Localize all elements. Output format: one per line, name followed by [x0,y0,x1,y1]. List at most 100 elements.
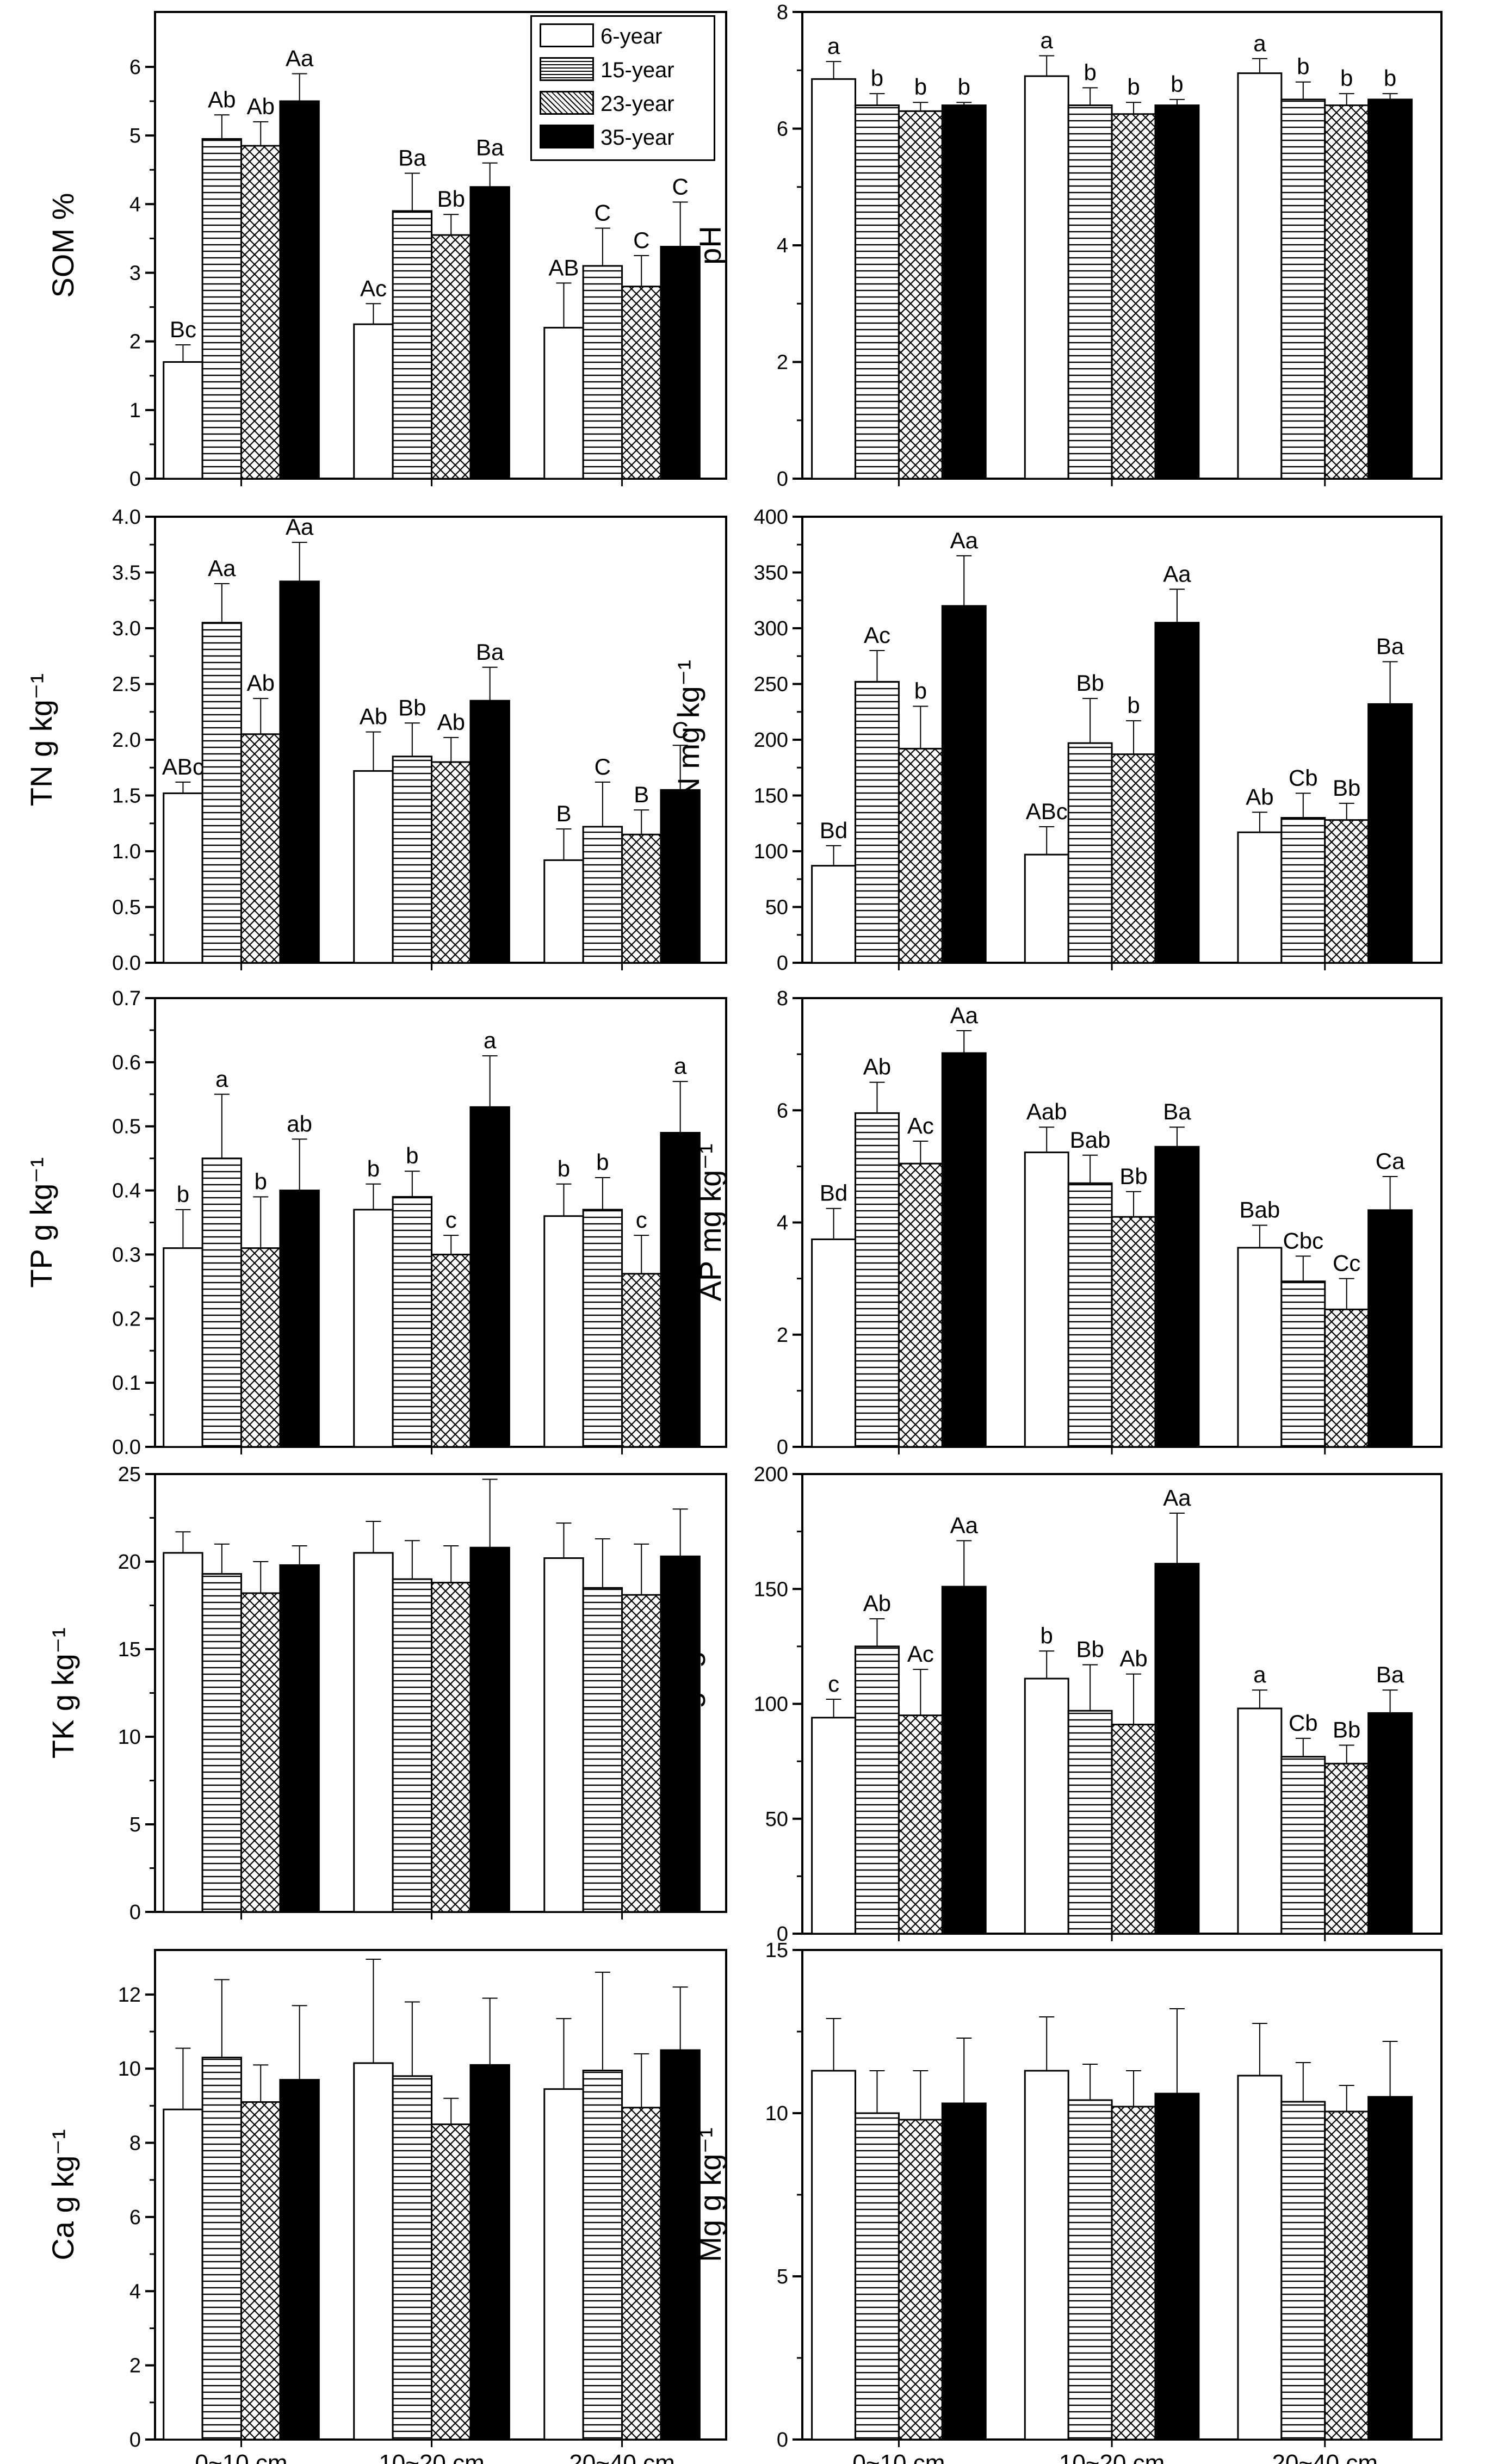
data-label: Ba [476,135,504,160]
data-label: Ba [1376,634,1404,659]
legend-label: 15-year [601,58,674,82]
data-label: Aa [286,514,314,540]
data-label: Bb [398,695,426,720]
bar-15-year [392,210,433,480]
data-label: Aa [950,1002,979,1028]
bar-35-year [469,2064,510,2441]
bar-23-year [1324,1762,1370,1935]
y-tick-label: 3.0 [112,617,141,640]
bar-35-year [660,246,701,480]
legend-label: 6-year [601,24,663,48]
y-tick-label: 0 [777,2429,788,2451]
legend-swatch-23-year [540,91,594,115]
bar-35-year [279,1564,320,1913]
y-tick-label: 10 [765,2102,788,2125]
y-tick-label: 15 [118,1638,141,1661]
data-label: b [367,1156,380,1181]
data-label: B [556,801,571,826]
bar-6-year [1237,1707,1283,1935]
x-tick-label: 20~40 cm [1272,2450,1378,2464]
y-tick-label: 4 [777,234,788,257]
bar-15-year [855,1645,900,1935]
y-tick-label: 6 [129,56,141,79]
bar-35-year [469,699,510,964]
bar-6-year [1024,1677,1069,1935]
y-tick-label: 0 [129,2429,141,2451]
bar-23-year [240,145,281,480]
bar-6-year [1024,853,1069,964]
bar-6-year [543,859,584,964]
y-tick-label: 150 [754,785,788,808]
y-tick-label: 6 [129,2206,141,2229]
y-tick-label: 0.1 [112,1372,141,1395]
data-label: b [1171,71,1183,97]
bar-15-year [582,1209,623,1448]
data-label: a [1253,1662,1266,1687]
bar-15-year [1067,1182,1113,1448]
data-label: b [914,74,927,100]
bar-6-year [353,2062,394,2441]
bar-23-year [240,1592,281,1913]
y-tick-label: 1 [129,399,141,422]
bar-6-year [163,1247,203,1448]
bar-6-year [543,1215,584,1448]
bar-15-year [392,2075,433,2441]
bar-35-year [941,1052,987,1448]
y-axis-label: pH [693,226,727,265]
bar-23-year [431,234,472,480]
bar-35-year [279,1190,320,1448]
bar-23-year [621,833,662,964]
data-label: b [871,65,883,91]
data-label: C [672,174,688,200]
data-label: b [406,1143,418,1168]
bar-35-year [660,1555,701,1913]
y-tick-label: 8 [777,1,788,24]
bar-23-year [1324,1308,1370,1448]
bar-23-year [240,1247,281,1448]
y-tick-label: 8 [777,987,788,1010]
bar-6-year [811,2070,857,2441]
bar-23-year [621,1273,662,1448]
bar-6-year [811,78,857,480]
data-label: C [595,200,611,225]
bar-23-year [431,1253,472,1448]
data-label: b [596,1149,609,1175]
panel-ca: 0 2 4 6 8 10 12 Ca g kg⁻¹ 0~10 cm 10~20 cm 20~40 c… [46,1949,727,2464]
panel-tp: 0.00.10.20.30.40.50.60.7TP g kg⁻¹ bababbb… [24,987,727,1459]
data-label: Aa [1163,561,1191,586]
y-axis-label: TP g kg⁻¹ [24,1157,58,1287]
bar-23-year [621,1594,662,1913]
y-tick-label: 1.0 [112,840,141,863]
y-tick-label: 250 [754,673,788,696]
bar-23-year [431,1582,472,1913]
data-label: b [1384,65,1396,91]
bar-15-year [1280,1756,1326,1935]
bar-15-year [1280,98,1326,480]
y-tick-label: 0.0 [112,1436,141,1459]
y-tick-label: 0.4 [112,1180,141,1203]
data-label: Bd [820,1180,847,1206]
y-tick-label: 2 [777,351,788,374]
bar-35-year [469,1106,510,1448]
legend-label: 23-year [601,92,674,116]
y-tick-label: 2 [129,2355,141,2378]
y-tick-label: 2 [129,331,141,354]
bar-15-year [1280,2101,1326,2441]
bar-35-year [941,1586,987,1935]
bar-6-year [353,1552,394,1913]
data-label: b [1127,692,1140,718]
data-label: Aa [950,528,979,553]
bar-6-year [353,770,394,964]
bar-15-year [201,138,243,480]
bar-35-year [660,2049,701,2441]
bar-35-year [1154,2092,1200,2441]
y-tick-label: 3.5 [112,562,141,585]
data-label: C [633,227,649,253]
y-tick-label: 4 [129,193,141,216]
bar-6-year [353,323,394,480]
bar-23-year [1111,753,1156,964]
data-label: b [914,678,927,704]
y-tick-label: 0.2 [112,1308,141,1330]
data-label: Cb [1289,765,1318,790]
